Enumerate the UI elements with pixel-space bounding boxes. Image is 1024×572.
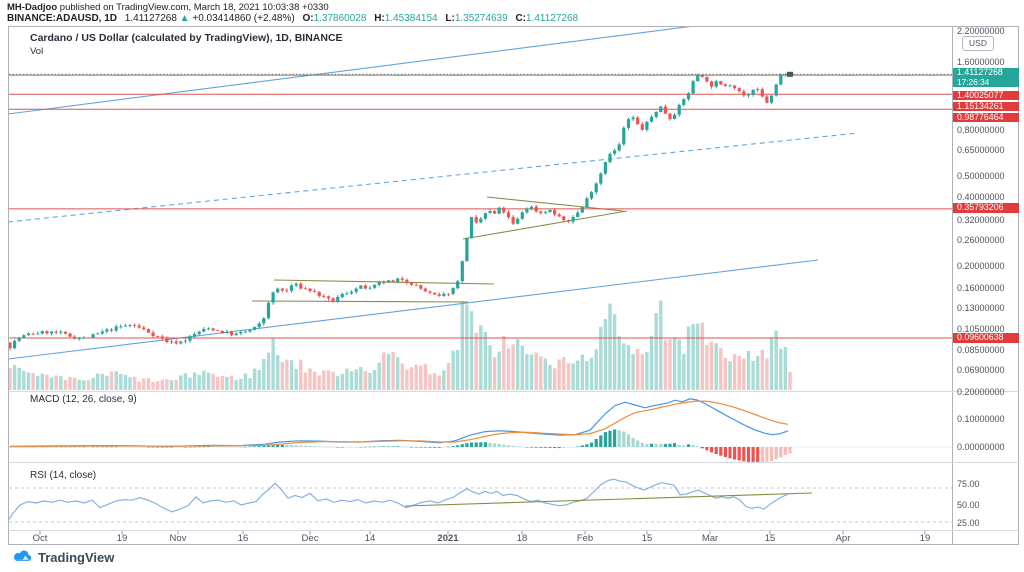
time-tick-label: 19 xyxy=(919,533,931,544)
time-tick-label: 18 xyxy=(516,533,528,544)
price-tick-label: 0.40000000 xyxy=(957,192,1005,202)
time-tick-label: Dec xyxy=(301,533,319,544)
rsi-tick-label: 75.00 xyxy=(957,479,980,489)
macd-tick-label: 0.00000000 xyxy=(957,442,1005,452)
tradingview-logo-icon[interactable] xyxy=(12,549,34,565)
time-tick-label: Apr xyxy=(835,533,851,544)
time-tick-label: Nov xyxy=(169,533,187,544)
time-tick-label: Feb xyxy=(576,533,594,544)
price-tick-label: 0.20000000 xyxy=(957,261,1005,271)
tradingview-logo-text[interactable]: TradingView xyxy=(38,550,115,565)
last-price: 1.41127268 xyxy=(124,13,177,24)
close-value: 1.41127268 xyxy=(526,13,579,24)
time-tick-label: 14 xyxy=(364,533,376,544)
macd-tick-label: 0.20000000 xyxy=(957,387,1005,397)
price-tick-label: 2.20000000 xyxy=(957,26,1005,36)
low-label: L: xyxy=(445,13,455,24)
price-badge: 1.15134261 xyxy=(953,101,1019,111)
symbol-line: BINANCE:ADAUSD, 1D 1.41127268 ▲ +0.03414… xyxy=(7,13,578,24)
rsi-tick-label: 25.00 xyxy=(957,518,980,528)
chart-title: Cardano / US Dollar (calculated by Tradi… xyxy=(30,32,343,44)
price-tick-label: 1.60000000 xyxy=(957,57,1005,67)
low-value: 1.35274639 xyxy=(454,13,508,24)
price-tick-label: 0.80000000 xyxy=(957,125,1005,135)
price-tick-label: 0.32000000 xyxy=(957,215,1005,225)
price-tick-label: 0.65000000 xyxy=(957,145,1005,155)
time-tick-label: Mar xyxy=(701,533,719,544)
macd-tick-label: 0.10000000 xyxy=(957,414,1005,424)
time-tick-label: 15 xyxy=(641,533,653,544)
time-tick-label: 2021 xyxy=(437,533,459,544)
open-value: 1.37860028 xyxy=(313,13,367,24)
time-tick-label: 15 xyxy=(764,533,776,544)
author-name: MH-Dadjoo xyxy=(7,2,58,13)
price-badge: 0.09600638 xyxy=(953,332,1019,343)
time-tick-label: Oct xyxy=(32,533,48,544)
close-label: C: xyxy=(515,13,527,24)
currency-unit-button[interactable]: USD xyxy=(962,36,994,51)
price-badge: 0.35793206 xyxy=(953,202,1019,213)
price-tick-label: 0.13000000 xyxy=(957,303,1005,313)
time-tick-label: 16 xyxy=(237,533,249,544)
price-tick-label: 0.08500000 xyxy=(957,345,1005,355)
price-tick-label: 0.06900000 xyxy=(957,365,1005,375)
high-value: 1.45384154 xyxy=(384,13,438,24)
up-arrow-icon: ▲ xyxy=(179,13,190,24)
current-price-badge: 1.41127268 17:26:34 xyxy=(953,67,1019,87)
price-badge: 0.98776464 xyxy=(953,112,1019,122)
time-tick-label: 19 xyxy=(116,533,128,544)
price-change: +0.03414860 (+2.48%) xyxy=(192,13,295,24)
macd-indicator-label[interactable]: MACD (12, 26, close, 9) xyxy=(30,394,137,405)
rsi-indicator-label[interactable]: RSI (14, close) xyxy=(30,470,97,481)
price-tick-label: 0.10500000 xyxy=(957,324,1005,334)
price-tick-label: 0.50000000 xyxy=(957,171,1005,181)
high-label: H: xyxy=(374,13,385,24)
publish-text: published on TradingView.com, March 18, … xyxy=(59,2,329,13)
publish-info: MH-Dadjoo published on TradingView.com, … xyxy=(7,2,329,13)
volume-indicator-label[interactable]: Vol xyxy=(30,46,44,57)
symbol-interval: BINANCE:ADAUSD, 1D xyxy=(7,13,118,24)
rsi-tick-label: 50.00 xyxy=(957,500,980,510)
price-badge: 1.40025077 xyxy=(953,90,1019,100)
price-tick-label: 0.26000000 xyxy=(957,235,1005,245)
open-label: O: xyxy=(302,13,314,24)
price-tick-label: 0.16000000 xyxy=(957,283,1005,293)
